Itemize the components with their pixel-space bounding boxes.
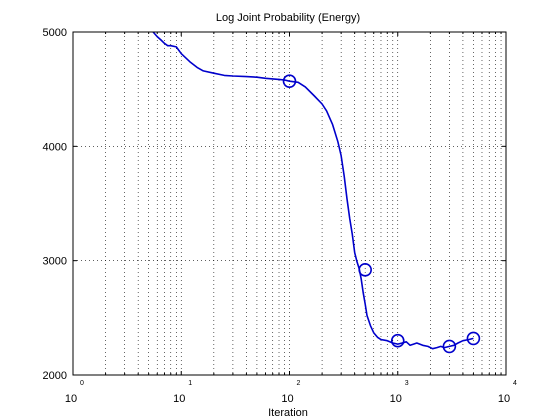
y-tick-label: 4000 xyxy=(43,141,67,153)
x-tick-label: 10 xyxy=(390,393,402,405)
data-marker xyxy=(390,333,405,348)
y-tick-label: 5000 xyxy=(43,27,67,39)
series-line xyxy=(152,31,474,350)
data-marker xyxy=(358,263,372,277)
x-tick-exponent: 2 xyxy=(297,380,301,387)
data-marker xyxy=(282,74,297,88)
data-marker xyxy=(466,331,481,346)
x-tick-exponent: 0 xyxy=(80,380,84,387)
chart-title: Log Joint Probability (Energy) xyxy=(216,12,360,24)
data-marker xyxy=(442,339,457,354)
x-tick-label: 10 xyxy=(173,393,185,405)
x-tick-exponent: 1 xyxy=(188,380,192,387)
x-tick-label: 10 xyxy=(281,393,293,405)
plot-frame xyxy=(72,31,507,376)
y-tick-label: 3000 xyxy=(43,256,67,268)
marker-layer xyxy=(282,74,481,354)
x-tick-label: 10 xyxy=(498,393,510,405)
y-tick-label: 2000 xyxy=(43,370,67,382)
x-tick-label: 10 xyxy=(65,393,77,405)
series-layer xyxy=(152,31,474,350)
plot-area xyxy=(73,32,506,375)
grid xyxy=(73,32,506,375)
x-tick-exponent: 3 xyxy=(405,380,409,387)
x-tick-exponent: 4 xyxy=(513,380,517,387)
x-axis-label: Iteration xyxy=(268,407,308,419)
y-tick-labels: 2000 3000 4000 5000 xyxy=(43,27,67,382)
